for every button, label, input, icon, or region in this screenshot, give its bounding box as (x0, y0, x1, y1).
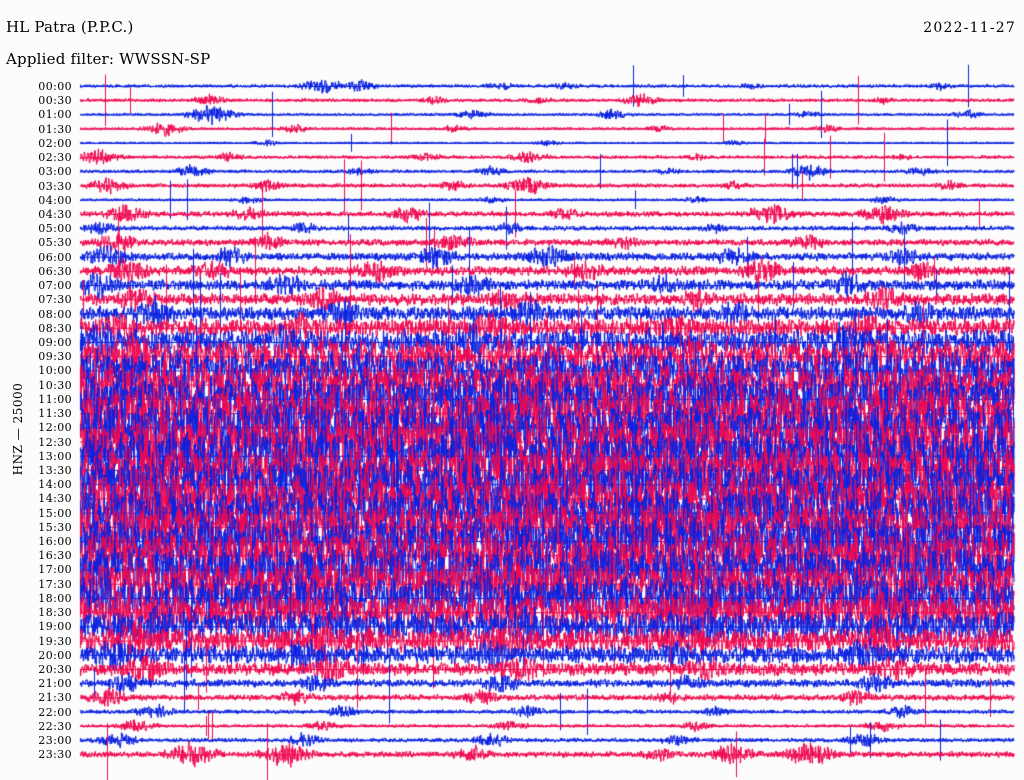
station-title: HL Patra (P.P.C.) (6, 18, 134, 36)
time-label: 23:30 (38, 748, 72, 762)
time-label: 09:30 (38, 350, 72, 364)
time-label: 08:00 (38, 307, 72, 321)
time-label: 05:00 (38, 222, 72, 236)
time-label: 15:30 (38, 520, 72, 534)
time-label: 20:30 (38, 663, 72, 677)
time-label: 07:00 (38, 279, 72, 293)
time-label: 00:00 (38, 80, 72, 93)
time-label: 10:00 (38, 364, 72, 378)
time-label: 15:00 (38, 506, 72, 520)
time-label: 01:30 (38, 122, 72, 136)
time-label: 13:00 (38, 449, 72, 463)
time-label: 21:30 (38, 691, 72, 705)
time-label: 06:30 (38, 264, 72, 278)
time-label: 08:30 (38, 321, 72, 335)
time-label: 18:30 (38, 606, 72, 620)
time-label: 09:00 (38, 335, 72, 349)
time-label: 16:00 (38, 535, 72, 549)
time-label: 07:30 (38, 293, 72, 307)
time-label: 06:00 (38, 250, 72, 264)
time-label: 01:00 (38, 108, 72, 122)
time-label: 05:30 (38, 236, 72, 250)
time-label: 00:30 (38, 94, 72, 108)
time-label: 12:30 (38, 435, 72, 449)
time-label: 10:30 (38, 378, 72, 392)
time-label: 04:00 (38, 193, 72, 207)
time-label: 11:30 (38, 407, 72, 421)
time-label: 04:30 (38, 207, 72, 221)
time-label: 11:00 (38, 392, 72, 406)
time-axis: 00:00 00:30 01:00 01:30 02:00 02:30 03:00 03:30… (0, 0, 78, 780)
time-label: 03:30 (38, 179, 72, 193)
time-label: 18:00 (38, 591, 72, 605)
time-label: 16:30 (38, 549, 72, 563)
time-label: 17:00 (38, 563, 72, 577)
record-date: 2022-11-27 (923, 20, 1016, 36)
time-label: 22:30 (38, 719, 72, 733)
time-label: 13:30 (38, 463, 72, 477)
time-label: 19:30 (38, 634, 72, 648)
time-label: 03:00 (38, 165, 72, 179)
time-label: 14:30 (38, 492, 72, 506)
time-label: 23:00 (38, 734, 72, 748)
applied-filter-label: Applied filter: WWSSN-SP (6, 50, 211, 68)
time-label: 20:00 (38, 648, 72, 662)
time-label: 02:00 (38, 136, 72, 150)
time-label: 19:00 (38, 620, 72, 634)
time-label: 02:30 (38, 151, 72, 165)
time-label: 17:30 (38, 577, 72, 591)
time-label: 21:00 (38, 677, 72, 691)
time-label: 22:00 (38, 705, 72, 719)
time-label: 12:00 (38, 421, 72, 435)
time-label: 14:00 (38, 478, 72, 492)
